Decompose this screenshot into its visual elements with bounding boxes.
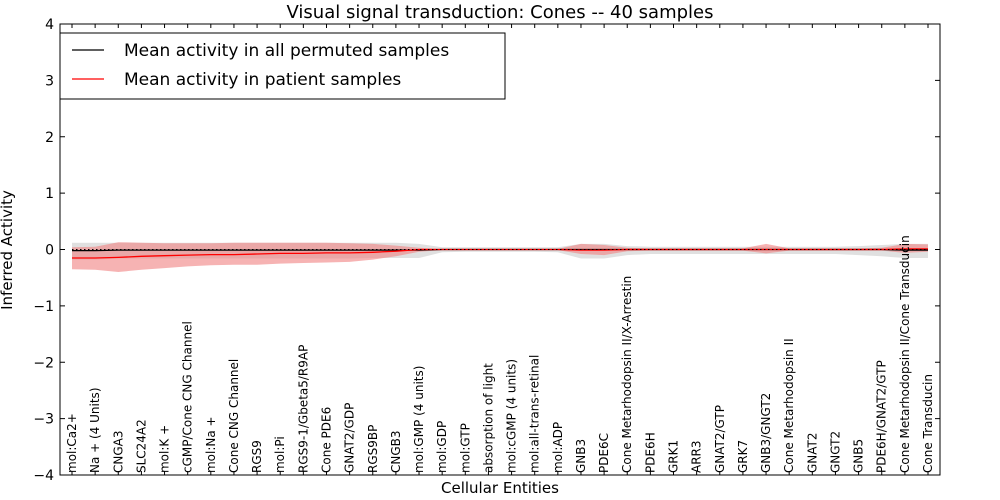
x-tick-label: Cone CNG Channel <box>227 359 241 473</box>
x-tick-label: Cone Transducin <box>921 374 935 473</box>
x-tick-label: CNGA3 <box>111 431 125 474</box>
x-tick-label: Cone Metarhodopsin II/X-Arrestin <box>620 276 634 473</box>
x-tick-label: mol:ADP <box>551 422 565 473</box>
x-tick-label: mol:K + <box>158 425 172 473</box>
x-tick-label: GRK7 <box>736 440 750 473</box>
legend: Mean activity in all permuted samples Mea… <box>59 32 506 100</box>
legend-box <box>59 32 506 100</box>
x-tick-label: GNAT2/GDP <box>343 403 357 473</box>
y-tick-label: 3 <box>45 73 54 89</box>
x-tick-label: mol:GMP (4 units) <box>412 366 426 473</box>
x-tick-label: GNB3/GNGT2 <box>759 393 773 473</box>
x-tick-label: RGS9 <box>250 440 264 473</box>
x-axis-label: Cellular Entities <box>441 479 559 497</box>
x-tick-label: mol:Na + <box>204 416 218 473</box>
x-tick-label: CNGB3 <box>389 430 403 473</box>
x-tick-label: cGMP/Cone CNG Channel <box>181 321 195 473</box>
x-tick-label: PDE6H/GNAT2/GTP <box>875 360 889 473</box>
y-tick-label: −3 <box>33 412 54 428</box>
legend-entry: Mean activity in all permuted samples <box>124 41 449 61</box>
x-tick-label: Cone Metarhodopsin II/Cone Transducin <box>898 235 912 473</box>
x-tick-label: GNAT2 <box>805 432 819 473</box>
x-tick-label: mol:Pi <box>273 436 287 473</box>
y-tick-label: −4 <box>33 468 54 484</box>
x-tick-label: ARR3 <box>690 440 704 473</box>
y-tick-label: 1 <box>45 186 54 202</box>
x-tick-label: RGS9BP <box>366 425 380 473</box>
y-tick-label: −1 <box>33 299 54 315</box>
legend-entry: Mean activity in patient samples <box>124 70 401 90</box>
x-tick-label: absorption of light <box>481 363 495 473</box>
x-tick-labels: mol:Ca2+ Na + (4 Units) CNGA3 SLC24A2 mol:K … <box>65 24 935 475</box>
y-axis-label: Inferred Activity <box>0 190 16 310</box>
x-tick-label: PDE6H <box>643 432 657 473</box>
y-tick-label: −2 <box>33 355 54 371</box>
x-tick-label: GRK1 <box>667 440 681 473</box>
x-tick-label: GNB3 <box>574 439 588 473</box>
x-tick-label: mol:Ca2+ <box>65 413 79 473</box>
x-tick-label: PDE6C <box>597 433 611 473</box>
x-tick-label: GNGT2 <box>828 431 842 473</box>
x-tick-label: GNB5 <box>852 439 866 473</box>
x-tick-label: mol:GTP <box>458 423 472 473</box>
x-tick-label: SLC24A2 <box>134 419 148 473</box>
x-tick-label: RGS9-1/Gbeta5/R9AP <box>296 345 310 473</box>
y-tick-label: 4 <box>45 17 54 33</box>
x-tick-label: Na + (4 Units) <box>88 387 102 473</box>
x-tick-label: Cone Metarhodopsin II <box>782 338 796 473</box>
x-tick-label: mol:GDP <box>435 421 449 473</box>
chart-title: Visual signal transduction: Cones -- 40 … <box>286 2 713 23</box>
x-tick-label: Cone PDE6 <box>319 407 333 473</box>
confidence-bands <box>72 242 928 272</box>
x-tick-label: mol:cGMP (4 units) <box>505 359 519 473</box>
y-tick-label: 0 <box>45 243 54 259</box>
y-tick-labels: −4 −3 −2 −1 0 1 2 3 4 <box>33 17 940 484</box>
plot-frame <box>59 23 941 476</box>
y-tick-label: 2 <box>45 130 54 146</box>
x-tick-label: GNAT2/GTP <box>713 405 727 473</box>
x-tick-label: mol:all-trans-retinal <box>528 355 542 473</box>
series-band-2 <box>72 242 928 272</box>
